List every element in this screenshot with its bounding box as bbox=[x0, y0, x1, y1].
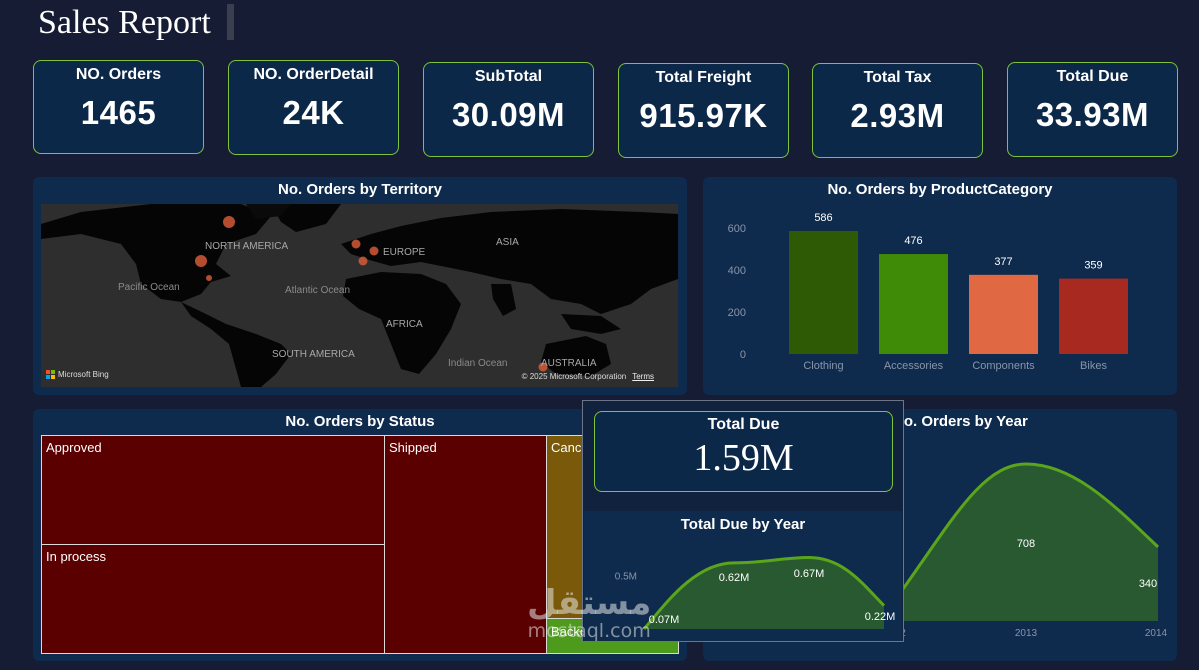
terms-link[interactable]: Terms bbox=[632, 372, 654, 381]
status-treemap-panel[interactable]: No. Orders by Status Approved In process… bbox=[33, 409, 687, 661]
bar-chart[interactable]: 0 200 400 600 586 Clothing 476 Accessories 377 Co… bbox=[703, 177, 1177, 395]
point-data-label: 0.22M bbox=[865, 611, 896, 623]
bar[interactable] bbox=[789, 230, 858, 354]
treemap-label: In process bbox=[46, 549, 106, 564]
map-copyright: © 2025 Microsoft Corporation Terms bbox=[522, 372, 654, 381]
kpi-label: Total Due bbox=[1056, 68, 1129, 85]
watermark-latin: mostaql.com bbox=[527, 620, 651, 642]
kpi-card-total-tax[interactable]: Total Tax 2.93M bbox=[812, 63, 983, 158]
treemap-label: Approved bbox=[46, 440, 102, 455]
x-tick-label: 2014 bbox=[1145, 628, 1168, 639]
kpi-value: 24K bbox=[282, 94, 345, 131]
x-tick-label: Clothing bbox=[803, 360, 843, 372]
area-fill bbox=[644, 557, 884, 629]
microsoft-logo-icon bbox=[46, 370, 55, 379]
kpi-value: 1465 bbox=[80, 94, 157, 131]
treemap-cell-shipped[interactable]: Shipped bbox=[384, 435, 548, 654]
treemap-label: Shipped bbox=[389, 440, 437, 455]
kpi-label: NO. OrderDetail bbox=[253, 66, 374, 83]
watermark-arabic: مستقل bbox=[527, 583, 652, 623]
bing-label: Microsoft Bing bbox=[58, 370, 109, 379]
treemap-cell-approved[interactable]: Approved bbox=[41, 435, 386, 546]
map-label-australia: AUSTRALIA bbox=[541, 358, 597, 369]
y-tick-label: 0 bbox=[740, 349, 746, 361]
kpi-card-subtotal[interactable]: SubTotal 30.09M bbox=[423, 62, 594, 157]
total-due-area-chart: 0.5M 0.07M 0.62M 0.67M 0.22M bbox=[615, 556, 896, 630]
hover-tooltip: Total Due 1.59M Total Due by Year 0.5M 0.… bbox=[582, 400, 904, 642]
kpi-card-total-due[interactable]: Total Due 33.93M bbox=[1007, 62, 1178, 157]
tooltip-kpi-card: Total Due 1.59M bbox=[594, 411, 893, 492]
y-tick-label: 200 bbox=[728, 307, 746, 319]
map-label-south-america: SOUTH AMERICA bbox=[272, 349, 355, 360]
series-line[interactable] bbox=[901, 462, 1160, 590]
territory-map-panel[interactable]: No. Orders by Territory bbox=[33, 177, 687, 395]
bar-data-label: 476 bbox=[904, 235, 922, 247]
y-tick-label: 400 bbox=[728, 265, 746, 277]
kpi-label: NO. Orders bbox=[75, 66, 162, 83]
bar[interactable] bbox=[1059, 278, 1128, 354]
kpi-value: 30.09M bbox=[451, 96, 566, 133]
panel-title: No. Orders by Territory bbox=[278, 181, 442, 198]
panel-title: No. Orders by Status bbox=[285, 413, 435, 430]
map-bubbles[interactable] bbox=[195, 216, 548, 372]
bar-data-label: 359 bbox=[1084, 260, 1102, 272]
category-chart-panel[interactable]: No. Orders by ProductCategory 0 200 400 600… bbox=[703, 177, 1177, 395]
bing-attribution: Microsoft Bing bbox=[46, 370, 109, 379]
bar-data-label: 586 bbox=[814, 212, 832, 224]
kpi-value: 2.93M bbox=[850, 97, 945, 134]
map-label-asia: ASIA bbox=[496, 237, 519, 248]
point-data-label: 708 bbox=[1017, 538, 1035, 550]
copyright-text: © 2025 Microsoft Corporation bbox=[521, 372, 627, 381]
point-data-label: 0.67M bbox=[794, 568, 825, 580]
tooltip-kpi-value: 1.59M bbox=[693, 437, 794, 479]
map-landmass bbox=[41, 204, 678, 387]
y-tick-label: 0.5M bbox=[615, 572, 637, 583]
bar[interactable] bbox=[879, 254, 948, 354]
tooltip-chart-title: Total Due by Year bbox=[680, 516, 806, 533]
x-tick-label: 2013 bbox=[1015, 628, 1038, 639]
bar-data-label: 377 bbox=[994, 256, 1012, 268]
map-label-atlantic: Atlantic Ocean bbox=[285, 285, 351, 296]
kpi-label: SubTotal bbox=[474, 68, 543, 85]
treemap-cell-in-process[interactable]: In process bbox=[41, 544, 386, 654]
map-label-pacific: Pacific Ocean bbox=[118, 282, 180, 293]
kpi-card-total-freight[interactable]: Total Freight 915.97K bbox=[618, 63, 789, 158]
kpi-label: Total Tax bbox=[863, 69, 932, 86]
kpi-card-order-detail[interactable]: NO. OrderDetail 24K bbox=[228, 60, 399, 155]
page-title: Sales Report bbox=[38, 4, 211, 41]
panel-title: No. Orders by ProductCategory bbox=[827, 181, 1053, 198]
map-label-indian: Indian Ocean bbox=[448, 358, 508, 369]
year-area-chart[interactable]: 708340220132014 bbox=[703, 409, 1177, 661]
title-cursor-bar bbox=[227, 4, 234, 40]
point-data-label: 0.62M bbox=[719, 572, 750, 584]
map-label-north-america: NORTH AMERICA bbox=[205, 241, 289, 252]
panel-title: No. Orders by Year bbox=[893, 413, 1028, 430]
area-fill bbox=[903, 464, 1158, 621]
kpi-value: 33.93M bbox=[1035, 96, 1150, 133]
y-tick-label: 600 bbox=[728, 223, 746, 235]
point-data-label: 340 bbox=[1139, 578, 1157, 590]
x-tick-label: Components bbox=[972, 360, 1035, 372]
tooltip-kpi-label: Total Due bbox=[707, 416, 780, 433]
kpi-card-orders[interactable]: NO. Orders 1465 bbox=[33, 60, 204, 154]
x-tick-label: Bikes bbox=[1080, 360, 1107, 372]
kpi-label: Total Freight bbox=[655, 69, 752, 86]
x-tick-label: Accessories bbox=[884, 360, 944, 372]
bar[interactable] bbox=[969, 274, 1038, 354]
map-label-europe: EUROPE bbox=[383, 247, 426, 258]
point-data-label: 0.07M bbox=[649, 614, 680, 626]
map-label-africa: AFRICA bbox=[386, 319, 423, 330]
watermark: مستقل mostaql.com bbox=[527, 585, 651, 641]
world-map[interactable]: NORTH AMERICA EUROPE ASIA AFRICA SOUTH A… bbox=[41, 204, 678, 387]
tooltip-chart: Total Due by Year 0.5M 0.07M 0.62M 0.67M 0.2… bbox=[584, 511, 902, 641]
series-line bbox=[642, 556, 886, 630]
kpi-value: 915.97K bbox=[639, 97, 768, 134]
